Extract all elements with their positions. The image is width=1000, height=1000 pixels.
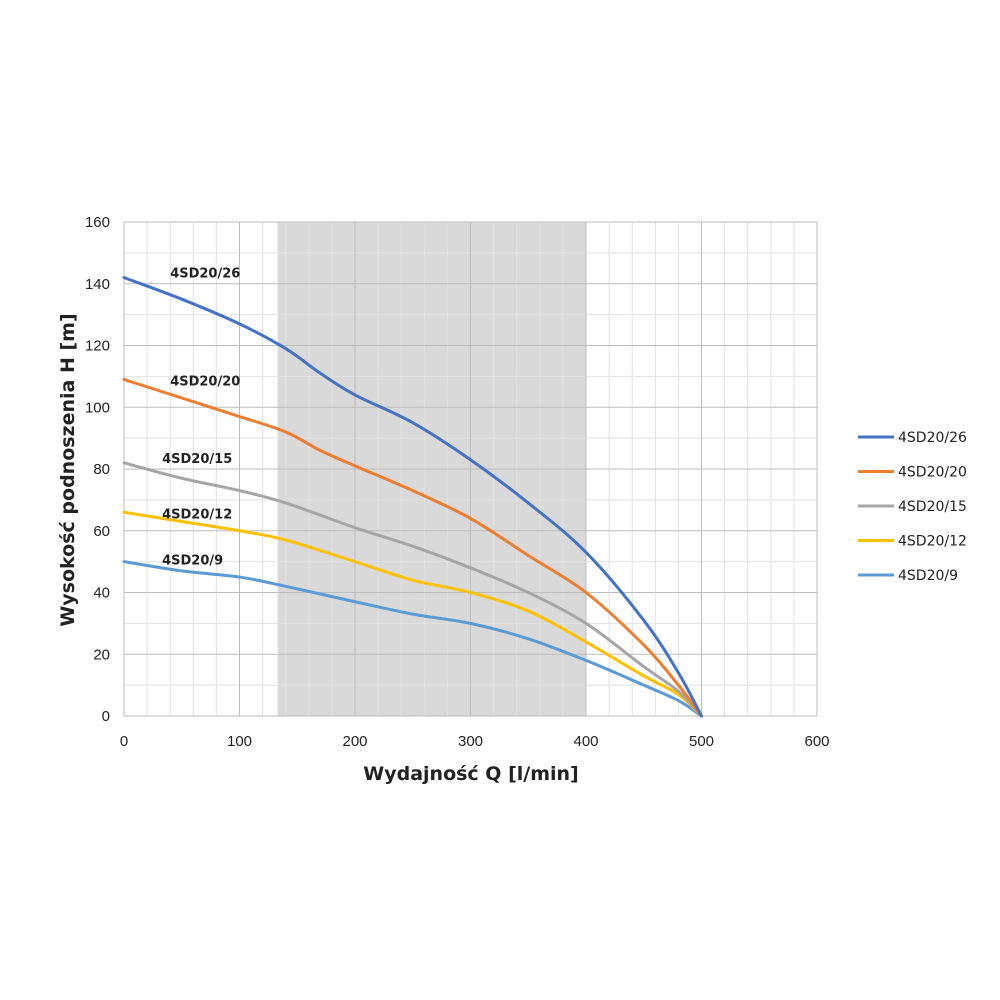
legend-entry: 4SD20/15 [898,499,967,515]
series-line [122,510,703,718]
x-axis-ticks: 0 100 200 300 400 500 600 [120,733,830,750]
y-tick-label: 20 [93,646,110,663]
y-tick-label: 60 [93,523,110,540]
series-line [122,276,703,718]
legend: 4SD20/26 4SD20/20 4SD20/15 4SD20/12 4SD20/9 [858,430,967,584]
series-label: 4SD20/12 [162,507,232,522]
x-tick-label: 300 [458,733,483,750]
y-axis-title: Wysokość podnoszenia H [m] [57,313,79,626]
series-label: 4SD20/9 [162,554,223,569]
x-tick-label: 200 [342,733,367,750]
legend-entry: 4SD20/12 [898,534,967,550]
legend-entry: 4SD20/26 [898,430,967,446]
legend-entry: 4SD20/20 [898,465,967,481]
series-label: 4SD20/26 [170,267,240,282]
x-tick-label: 100 [227,733,252,750]
legend-entry: 4SD20/9 [898,568,958,584]
series-line [122,560,703,718]
y-tick-label: 140 [85,276,110,293]
y-tick-label: 0 [102,708,110,725]
y-axis-ticks: 0 20 40 60 80 100 120 140 160 [85,214,110,725]
series-line [122,461,703,718]
y-tick-label: 160 [85,214,110,231]
y-tick-label: 80 [93,461,110,478]
x-tick-label: 600 [804,733,829,750]
series-line [122,377,703,718]
y-tick-label: 100 [85,399,110,416]
x-tick-label: 400 [573,733,598,750]
y-tick-label: 120 [85,338,110,355]
y-tick-label: 40 [93,585,110,602]
x-tick-label: 500 [689,733,714,750]
series-lines [122,276,703,718]
series-label: 4SD20/20 [170,375,240,390]
series-label: 4SD20/15 [162,452,232,467]
x-tick-label: 0 [120,733,128,750]
x-axis-title: Wydajność Q [l/min] [363,763,578,785]
series-labels: 4SD20/26 4SD20/20 4SD20/15 4SD20/12 4SD20/9 [162,267,240,569]
